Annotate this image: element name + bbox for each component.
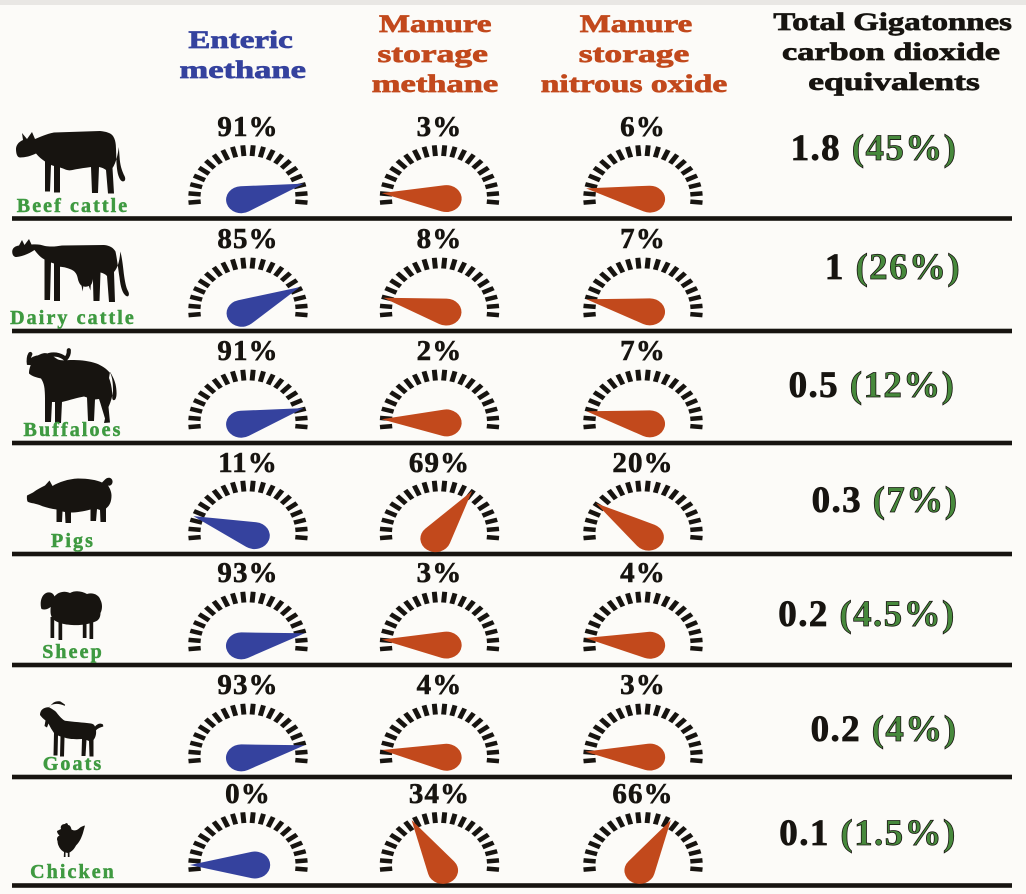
svg-text:Pigs: Pigs [51, 530, 95, 552]
svg-text:Chicken: Chicken [30, 861, 116, 883]
svg-text:6%: 6% [620, 111, 666, 143]
svg-text:storage: storage [579, 40, 689, 68]
svg-text:Buffaloes: Buffaloes [24, 419, 123, 441]
svg-text:34%: 34% [409, 778, 470, 810]
svg-text:3%: 3% [417, 111, 463, 143]
svg-text:methane: methane [372, 70, 498, 98]
svg-text:2%: 2% [417, 335, 463, 367]
svg-text:8%: 8% [417, 223, 463, 255]
svg-text:93%: 93% [217, 669, 278, 701]
svg-text:66%: 66% [612, 778, 673, 810]
svg-text:Dairy cattle: Dairy cattle [10, 307, 136, 329]
svg-text:91%: 91% [217, 335, 278, 367]
svg-text:methane: methane [179, 56, 305, 84]
svg-text:nitrous oxide: nitrous oxide [541, 71, 727, 98]
svg-text:Goats: Goats [43, 753, 104, 775]
svg-text:85%: 85% [217, 223, 278, 255]
svg-text:7%: 7% [620, 223, 666, 255]
svg-text:7%: 7% [620, 335, 666, 367]
svg-text:Total Gigatonnes: Total Gigatonnes [773, 9, 1011, 36]
svg-text:1.8 (45%): 1.8 (45%) [791, 128, 958, 169]
svg-text:0%: 0% [225, 778, 271, 810]
svg-text:1 (26%): 1 (26%) [825, 247, 961, 288]
svg-text:11%: 11% [218, 447, 278, 479]
svg-text:0.5 (12%): 0.5 (12%) [789, 365, 956, 406]
svg-text:carbon dioxide: carbon dioxide [782, 38, 1000, 66]
svg-text:3%: 3% [620, 669, 666, 701]
svg-text:91%: 91% [217, 111, 278, 143]
svg-text:0.3 (7%): 0.3 (7%) [812, 480, 959, 521]
svg-text:storage: storage [377, 40, 487, 68]
svg-text:Manure: Manure [580, 11, 693, 38]
svg-text:Manure: Manure [379, 11, 492, 38]
svg-text:69%: 69% [409, 447, 470, 479]
svg-text:0.2 (4.5%): 0.2 (4.5%) [778, 594, 955, 635]
svg-text:3%: 3% [417, 557, 463, 589]
svg-text:equivalents: equivalents [808, 68, 980, 96]
svg-text:93%: 93% [217, 557, 278, 589]
svg-text:0.1 (1.5%): 0.1 (1.5%) [779, 813, 956, 854]
svg-text:0.2 (4%): 0.2 (4%) [811, 709, 958, 750]
svg-text:4%: 4% [620, 557, 666, 589]
svg-text:Enteric: Enteric [188, 27, 292, 54]
svg-text:4%: 4% [417, 669, 463, 701]
svg-text:20%: 20% [612, 447, 673, 479]
svg-text:Beef cattle: Beef cattle [17, 195, 130, 217]
svg-text:Sheep: Sheep [42, 641, 104, 663]
